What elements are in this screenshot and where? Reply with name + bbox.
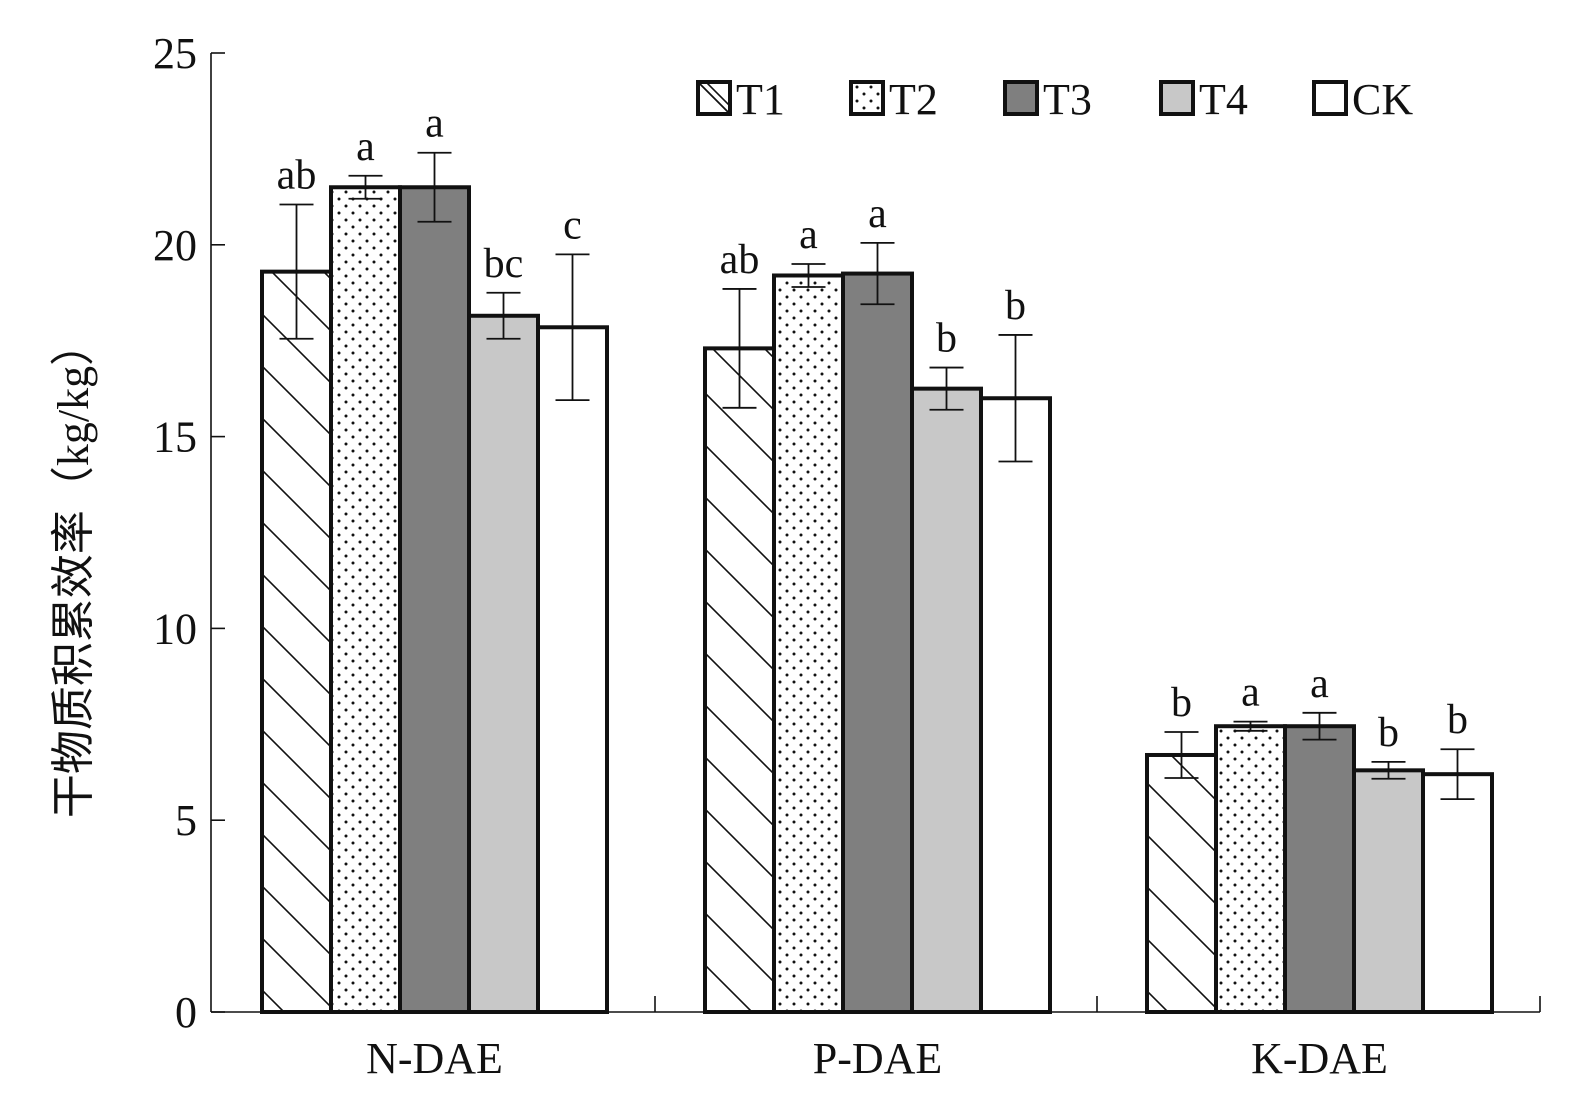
y-tick-label: 15 [153, 413, 197, 462]
significance-label: a [425, 101, 444, 147]
legend-swatch-CK [1312, 80, 1348, 116]
y-tick-label: 5 [175, 796, 197, 845]
significance-label: b [1378, 710, 1399, 756]
legend-swatch-hatch [697, 81, 731, 115]
x-tick-label: P-DAE [813, 1034, 943, 1083]
bar-T4-P-DAE [910, 386, 983, 1014]
significance-label: bc [484, 241, 524, 287]
significance-label: a [868, 191, 887, 237]
axes-layer: 0 5 10 15 20 25 N-DAE P-DAE K-DAE [153, 29, 1541, 1083]
bar-T2-P-DAE [772, 273, 845, 1015]
x-tick-label: N-DAE [366, 1034, 503, 1083]
bar-T1-P-DAE [703, 346, 776, 1014]
x-tick-label: K-DAE [1251, 1034, 1388, 1083]
legend-swatch-T2 [849, 80, 885, 116]
bar-T3-N-DAE [398, 185, 471, 1014]
significance-label: b [936, 316, 957, 362]
y-tick-label: 0 [175, 988, 197, 1037]
significance-label: ab [277, 153, 317, 199]
bar-CK-K-DAE [1421, 772, 1494, 1015]
legend-label-CK: CK [1352, 75, 1413, 124]
bar-CK-N-DAE [536, 325, 609, 1014]
significance-label: b [1171, 680, 1192, 726]
y-axis-label: 干物质积累效率（kg/kg） [49, 322, 98, 818]
legend-swatch-T3 [1003, 80, 1039, 116]
y-tick-label: 10 [153, 604, 197, 653]
legend-label-T3: T3 [1043, 75, 1092, 124]
bar-T2-K-DAE [1214, 724, 1287, 1015]
significance-label: c [563, 202, 582, 248]
bar-T1-N-DAE [260, 269, 333, 1015]
significance-label: a [1241, 670, 1260, 716]
significance-label: a [1310, 661, 1329, 707]
bar-T4-K-DAE [1352, 768, 1425, 1014]
bar-CK-P-DAE [979, 396, 1052, 1014]
bar-T1-K-DAE [1145, 752, 1218, 1014]
bar-T3-P-DAE [841, 271, 914, 1014]
significance-label: b [1005, 283, 1026, 329]
legend-label-T1: T1 [736, 75, 785, 124]
significance-label: ab [720, 237, 760, 283]
bar-T4-N-DAE [467, 313, 540, 1014]
significance-label: a [799, 212, 818, 258]
significance-label: b [1447, 697, 1468, 743]
significance-label: a [356, 124, 375, 170]
bar-T2-N-DAE [329, 185, 402, 1014]
legend: T1 T2 T3 T4 CK [696, 75, 1413, 124]
legend-label-T4: T4 [1199, 75, 1248, 124]
y-tick-label: 20 [153, 221, 197, 270]
legend-label-T2: T2 [889, 75, 938, 124]
bar-T3-K-DAE [1283, 724, 1356, 1015]
y-tick-label: 25 [153, 29, 197, 78]
legend-swatch-T4 [1159, 80, 1195, 116]
